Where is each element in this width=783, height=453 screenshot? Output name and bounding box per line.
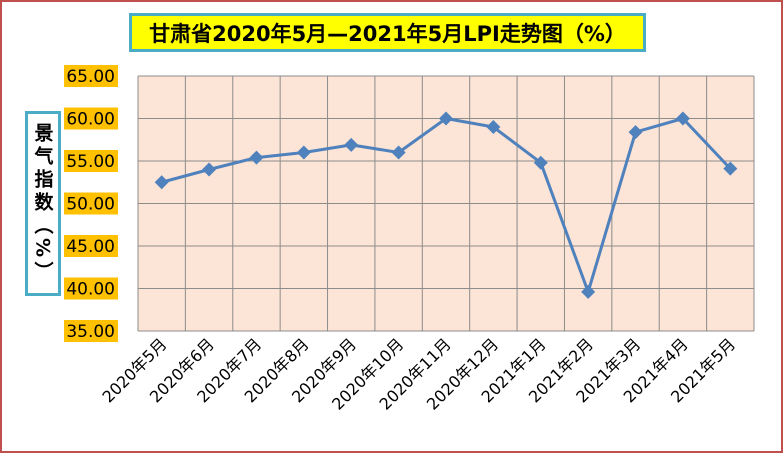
y-axis-label: 景气指数（%） <box>31 122 54 285</box>
data-point <box>391 145 406 160</box>
data-point <box>344 137 359 152</box>
data-point <box>675 111 690 126</box>
y-tick-label-bg <box>64 65 118 87</box>
data-point <box>628 125 643 140</box>
y-tick-label-bg <box>64 107 118 130</box>
y-tick-label-bg <box>64 192 118 215</box>
chart-title: 甘肃省2020年5月—2021年5月LPI走势图（%） <box>149 21 626 46</box>
y-tick-label: 60.00 <box>66 110 115 130</box>
y-tick-label: 45.00 <box>66 237 115 257</box>
y-tick-label: 50.00 <box>66 195 115 215</box>
y-tick-label-bg <box>64 277 118 300</box>
data-point <box>533 155 548 170</box>
data-point <box>154 175 169 190</box>
x-axis-ticks: 2020年5月2020年6月2020年7月2020年8月2020年9月2020年… <box>98 334 739 413</box>
y-tick-label-bg <box>64 150 118 172</box>
y-axis-ticks: 35.00 40.00 45.00 50.00 55.00 60.00 65.00 <box>64 65 118 342</box>
data-point <box>202 162 217 177</box>
y-tick-label-bg <box>64 235 118 257</box>
data-point <box>581 284 596 299</box>
y-tick-label: 55.00 <box>66 152 115 172</box>
y-tick-label-bg <box>64 320 118 342</box>
data-points <box>154 111 738 299</box>
y-tick-label: 35.00 <box>66 322 115 342</box>
data-point <box>296 145 311 160</box>
y-axis-label-box: 景气指数（%） <box>25 111 61 296</box>
y-tick-label: 65.00 <box>66 67 115 87</box>
data-point <box>439 111 453 126</box>
data-point <box>723 161 738 176</box>
data-point <box>249 150 264 165</box>
y-tick-label: 40.00 <box>66 280 115 300</box>
chart-title-box: 甘肃省2020年5月—2021年5月LPI走势图（%） <box>129 13 646 52</box>
data-point <box>486 120 501 134</box>
